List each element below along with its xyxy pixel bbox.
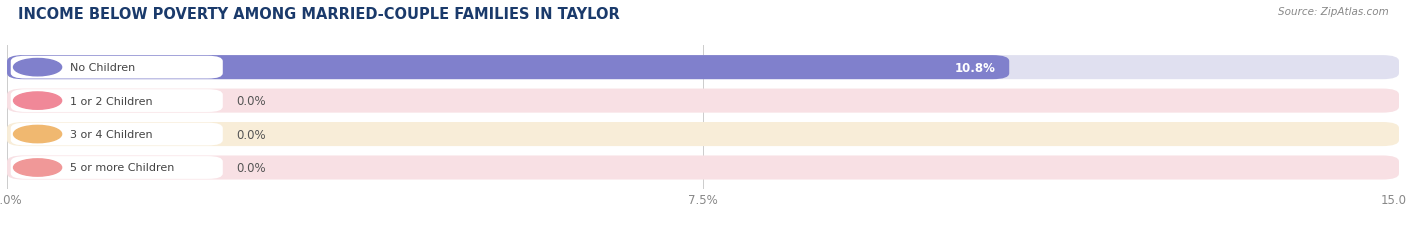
- FancyBboxPatch shape: [11, 123, 222, 146]
- Text: 5 or more Children: 5 or more Children: [70, 163, 174, 173]
- Text: 0.0%: 0.0%: [236, 95, 266, 108]
- Text: 0.0%: 0.0%: [236, 128, 266, 141]
- Text: No Children: No Children: [70, 63, 135, 73]
- FancyBboxPatch shape: [7, 56, 1010, 80]
- Text: INCOME BELOW POVERTY AMONG MARRIED-COUPLE FAMILIES IN TAYLOR: INCOME BELOW POVERTY AMONG MARRIED-COUPL…: [18, 7, 620, 22]
- Text: 1 or 2 Children: 1 or 2 Children: [70, 96, 153, 106]
- Text: 3 or 4 Children: 3 or 4 Children: [70, 130, 153, 140]
- Circle shape: [14, 59, 62, 76]
- Text: 0.0%: 0.0%: [236, 161, 266, 174]
- Circle shape: [14, 93, 62, 110]
- FancyBboxPatch shape: [7, 156, 1399, 180]
- FancyBboxPatch shape: [11, 57, 222, 79]
- FancyBboxPatch shape: [7, 122, 1399, 146]
- FancyBboxPatch shape: [11, 90, 222, 112]
- FancyBboxPatch shape: [7, 56, 1399, 80]
- Circle shape: [14, 159, 62, 176]
- FancyBboxPatch shape: [11, 156, 222, 179]
- Text: Source: ZipAtlas.com: Source: ZipAtlas.com: [1278, 7, 1389, 17]
- FancyBboxPatch shape: [7, 89, 1399, 113]
- Circle shape: [14, 126, 62, 143]
- Text: 10.8%: 10.8%: [955, 61, 995, 74]
